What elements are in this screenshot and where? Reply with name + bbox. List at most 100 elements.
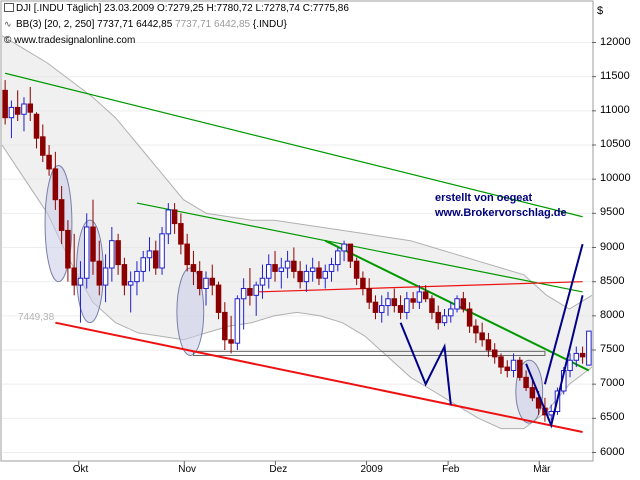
candle — [504, 360, 511, 378]
candle-body — [190, 264, 197, 272]
candle-body — [222, 311, 228, 341]
candle — [278, 257, 285, 289]
candle — [96, 240, 103, 296]
candle — [491, 343, 498, 364]
candle-body — [529, 387, 536, 399]
candle-body — [567, 359, 573, 371]
candle — [184, 233, 190, 272]
axis-ticks — [78, 42, 596, 465]
candle — [127, 271, 134, 313]
x-tick-label: Mär — [533, 464, 551, 475]
green-upper-channel-line — [4, 72, 583, 218]
candle — [165, 203, 172, 245]
candle-body — [272, 264, 278, 272]
candle — [397, 295, 404, 320]
candle-body — [265, 264, 272, 279]
candle — [291, 247, 297, 279]
candle-body — [203, 277, 209, 289]
candle-body — [90, 226, 96, 262]
indicator-value-c: 7737,71 6442,85 — [175, 19, 251, 30]
candle-body — [159, 233, 165, 269]
bollinger-band — [1, 35, 593, 430]
candle-body — [303, 270, 310, 283]
candle — [40, 124, 46, 163]
candle — [353, 257, 360, 286]
candle-body — [535, 397, 542, 409]
candle-body — [422, 291, 429, 300]
candle — [322, 264, 329, 289]
candle-body — [410, 298, 416, 303]
candle — [27, 86, 34, 122]
close-value: C:7775,86 — [302, 3, 349, 14]
header-line-2: ∿ BB(3) [20, 2, 250] 7737,71 6442,85 7737… — [4, 19, 287, 30]
candle — [228, 315, 234, 354]
candle-body — [385, 298, 391, 307]
candle-body — [586, 330, 592, 366]
y-tick-label: 7500 — [600, 343, 625, 355]
candle — [284, 250, 291, 279]
y-tick-label: 10500 — [600, 138, 631, 150]
candle-body — [96, 260, 103, 286]
candle — [215, 281, 222, 320]
candle — [247, 268, 253, 306]
candle-body — [247, 288, 253, 296]
candle — [203, 271, 209, 306]
candle — [234, 295, 241, 350]
candle — [429, 295, 435, 320]
header-line-1: DJI [.INDU Täglich] 23.03.2009 O:7279,25… — [4, 3, 349, 14]
candle-body — [140, 257, 146, 272]
candle — [153, 240, 159, 275]
candle-body — [178, 223, 184, 245]
candle-body — [228, 339, 234, 344]
candle-body — [297, 270, 303, 283]
candle-body — [209, 277, 216, 286]
x-tick-label: Dez — [269, 464, 288, 475]
candle-body — [215, 284, 222, 313]
candle — [466, 302, 473, 333]
candle-body — [498, 356, 504, 368]
currency-label: $ — [597, 5, 604, 17]
candle-body — [353, 260, 360, 279]
candle — [265, 254, 272, 289]
candle — [134, 261, 140, 296]
candle — [586, 330, 592, 366]
candle-body — [127, 281, 134, 286]
candle — [448, 302, 454, 323]
candle-body — [184, 243, 190, 266]
candlestick-icon — [4, 3, 14, 12]
y-tick-label: 6000 — [600, 445, 625, 458]
candle-body — [473, 325, 479, 334]
y-tick-label: 10000 — [600, 172, 631, 185]
blue-projection-2 — [525, 295, 584, 429]
candle-body — [259, 277, 266, 286]
candle — [222, 302, 228, 350]
candle — [378, 295, 385, 323]
support-box — [192, 350, 546, 356]
indicator-label: BB(3) [20, 2, 250] — [16, 19, 95, 30]
candle-body — [360, 277, 366, 289]
candle-body — [372, 301, 379, 313]
candle-body — [466, 308, 473, 327]
header-line-3: © www.tradesignalonline.com — [4, 35, 136, 46]
candle-body — [102, 267, 109, 286]
candle — [21, 97, 27, 132]
candle-body — [196, 270, 203, 289]
candle — [259, 264, 266, 299]
candle-body — [58, 199, 65, 231]
candle — [77, 261, 84, 323]
candle-body — [291, 260, 297, 272]
low-value: L:7278,74 — [255, 3, 300, 14]
candle-body — [448, 308, 454, 317]
candle-body — [504, 366, 511, 372]
indicator-value-a: 7737,71 — [97, 19, 134, 30]
candle — [178, 213, 184, 255]
candle — [253, 281, 259, 316]
bollinger-lower-line — [1, 144, 593, 430]
candle-body — [77, 277, 84, 286]
candle — [485, 332, 492, 357]
candle-body — [14, 106, 21, 115]
candle — [404, 291, 410, 320]
date-label: 23.03.2009 — [104, 3, 155, 14]
y-tick-label: 11000 — [600, 103, 630, 116]
